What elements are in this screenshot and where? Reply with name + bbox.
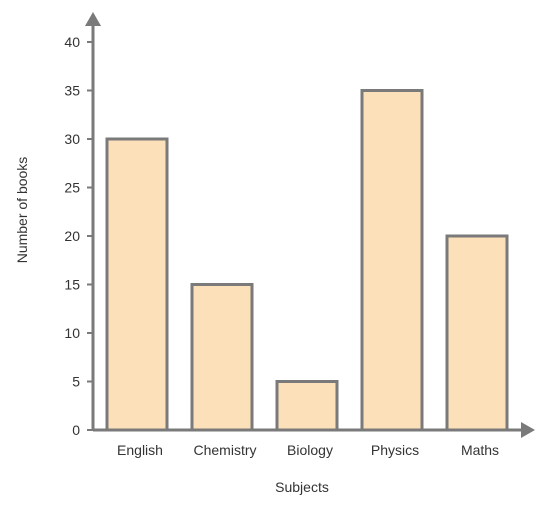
bar-physics	[360, 89, 424, 432]
x-tick-label: Maths	[461, 442, 499, 458]
bar-english	[105, 137, 169, 432]
y-axis-arrow-icon	[85, 12, 101, 26]
x-tick-label: Biology	[287, 442, 333, 458]
bars	[105, 89, 509, 432]
bar-chemistry	[190, 283, 254, 432]
x-tick-label: English	[117, 442, 163, 458]
y-tick-label: 15	[64, 277, 80, 293]
y-tick-label: 40	[64, 34, 80, 50]
bar-maths	[445, 234, 509, 432]
x-axis-arrow-icon	[521, 422, 535, 438]
y-axis-title: Number of books	[14, 157, 30, 264]
bar-biology	[275, 380, 339, 432]
y-tick-label: 30	[64, 131, 80, 147]
y-tick-label: 20	[64, 228, 80, 244]
y-tick-label: 0	[72, 422, 80, 438]
labels: 0 5 10 15 20 25 30 35 40 English Chemistry Biology P…	[64, 34, 499, 458]
y-tick-label: 35	[64, 83, 80, 99]
y-tick-label: 5	[72, 374, 80, 390]
x-tick-label: Physics	[371, 442, 419, 458]
x-axis-title: Subjects	[275, 479, 329, 495]
x-tick-label: Chemistry	[193, 442, 256, 458]
y-tick-label: 10	[64, 325, 80, 341]
y-tick-label: 25	[64, 180, 80, 196]
